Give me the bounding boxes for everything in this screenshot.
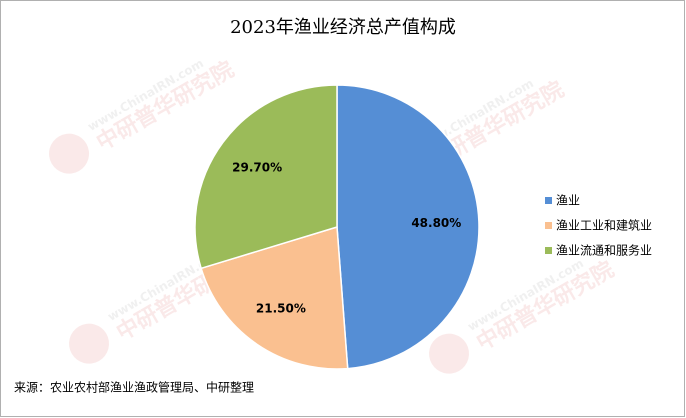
pie-slice [336,84,480,370]
source-note: 来源：农业农村部渔业渔政管理局、中研整理 [14,380,254,395]
pie-slice [194,84,338,270]
legend-label: 渔业 [556,194,580,208]
pie-slice [200,226,349,370]
data-label: 21.50% [256,302,306,316]
data-label: 29.70% [232,160,282,174]
chart-title: 2023年渔业经济总产值构成 [230,17,456,38]
data-label: 48.80% [411,216,461,230]
legend-swatch [545,197,552,204]
legend-label: 渔业流通和服务业 [556,243,652,258]
watermark-logo [69,323,110,364]
legend-swatch [545,222,552,229]
legend-swatch [545,247,552,254]
watermark-logo [49,133,90,174]
watermark-logo [429,333,470,374]
legend-label: 渔业工业和建筑业 [556,218,652,233]
